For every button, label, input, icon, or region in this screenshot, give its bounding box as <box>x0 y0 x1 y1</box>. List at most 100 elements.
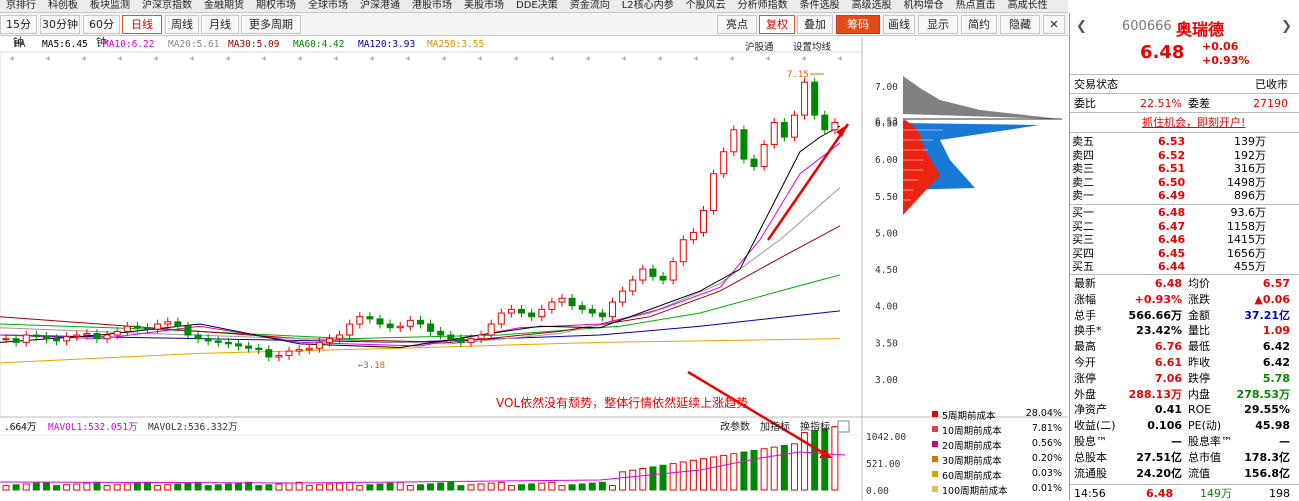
ask-row: 卖二 6.50 1498万 <box>1070 176 1299 190</box>
legend-swatch <box>932 441 938 447</box>
indicator-button[interactable]: 加指标 <box>760 420 790 433</box>
volume-bar <box>811 430 819 491</box>
bid-volume: 1415万 <box>1227 233 1266 246</box>
candle-body <box>194 334 202 340</box>
ask-row: 卖一 6.49 896万 <box>1070 189 1299 203</box>
ask-row: 卖五 6.53 139万 <box>1070 135 1299 149</box>
volume-bar <box>234 482 242 491</box>
candle-body <box>578 305 586 310</box>
menu-item[interactable]: 资金流向 <box>569 0 610 11</box>
draw-line-button[interactable]: 画线 <box>883 15 915 34</box>
prev-stock-icon[interactable]: ❮ <box>1076 19 1087 34</box>
menu-item[interactable]: 机构增仓 <box>903 0 944 11</box>
candle-body <box>639 268 647 281</box>
legend-label: 5周期前成本 <box>942 411 996 422</box>
overlay-button[interactable]: 叠加 <box>797 15 833 34</box>
volume-bar <box>265 484 273 491</box>
event-star-icon: * <box>730 56 735 66</box>
open-account-link[interactable]: 抓住机会，即刻开户! <box>1142 116 1246 129</box>
tab-30min[interactable]: 30分钟 <box>40 15 80 34</box>
display-button[interactable]: 显示 <box>918 15 958 34</box>
tab-monthly[interactable]: 月线 <box>201 15 239 34</box>
event-star-icon: * <box>586 56 591 66</box>
tab-60min[interactable]: 60分钟 <box>83 15 120 49</box>
menu-item[interactable]: 金融期货 <box>204 0 244 11</box>
menu-item[interactable]: 个股风云 <box>685 0 726 11</box>
volume-bar <box>760 448 768 491</box>
tab-more-period[interactable]: 更多周期 <box>241 15 301 34</box>
menu-item[interactable]: 热点直击 <box>955 0 996 11</box>
candle-body <box>265 349 273 358</box>
event-star-icon: * <box>154 56 159 66</box>
chip-button[interactable]: 筹码 <box>836 15 880 34</box>
quote-row: 最新 6.48 均价 6.57 <box>1070 277 1299 291</box>
volume-bar <box>113 484 121 491</box>
legend-value: 0.20% <box>1031 453 1062 464</box>
candle-body <box>679 239 687 263</box>
quote-label: 总市值 <box>1188 450 1221 464</box>
low-price-label: ←3.18 <box>358 361 385 371</box>
highlight-button[interactable]: 亮点 <box>717 15 757 34</box>
indicator-button[interactable]: 换指标 <box>800 420 830 433</box>
menu-item[interactable]: L2核心内参 <box>621 0 674 11</box>
hgt-link[interactable]: 沪股通 <box>745 42 774 53</box>
quote-row: 最高 6.76 最低 6.42 <box>1070 340 1299 354</box>
indicator-button[interactable]: 改参数 <box>720 420 750 433</box>
candle-body <box>22 334 30 343</box>
candle-body <box>113 330 121 336</box>
menu-item[interactable]: 港股市场 <box>412 0 452 11</box>
wb-value: 22.51% <box>1140 97 1182 110</box>
candle-body <box>487 323 495 336</box>
menu-item[interactable]: 分析师指数 <box>737 0 788 11</box>
bid-volume: 1158万 <box>1227 219 1266 233</box>
volume-bar <box>295 481 303 491</box>
menu-item[interactable]: 美股市场 <box>464 0 504 11</box>
candle-body <box>518 308 526 314</box>
volume-bar <box>689 459 697 491</box>
volume-bar <box>204 485 212 491</box>
volume-bar <box>366 484 374 491</box>
volume-bar <box>83 482 91 491</box>
tab-daily[interactable]: 日线 <box>122 15 162 34</box>
volume-bar <box>437 482 445 491</box>
candle-body <box>619 290 627 303</box>
candle-body <box>103 334 111 340</box>
menu-item[interactable]: 科创板 <box>48 0 78 11</box>
event-star-icon: * <box>802 56 807 66</box>
menu-item[interactable]: 条件选股 <box>799 0 840 11</box>
candle-body <box>245 345 253 349</box>
restore-rights-button[interactable]: 复权 <box>759 15 795 34</box>
menu-item[interactable]: 沪深京指数 <box>142 0 192 11</box>
price-change-pct: +0.93% <box>1202 54 1250 67</box>
menu-item[interactable]: 板块监测 <box>90 0 130 11</box>
bid-level-label: 买二 <box>1072 219 1094 233</box>
menu-item[interactable]: DDE决策 <box>516 0 558 11</box>
volume-bar <box>659 464 667 491</box>
next-stock-icon[interactable]: ❯ <box>1281 19 1292 34</box>
legend-label: 20周期前成本 <box>942 441 1002 452</box>
set-ma-button[interactable]: 设置均线 <box>793 42 832 53</box>
tab-weekly[interactable]: 周线 <box>165 15 199 34</box>
quote-value: 0.41 <box>1154 403 1182 417</box>
candle-body <box>42 335 50 340</box>
menu-item[interactable]: 高成长性 <box>1007 0 1048 11</box>
simple-button[interactable]: 简约 <box>961 15 997 34</box>
candle-body <box>376 318 384 325</box>
volume-bar <box>245 481 253 491</box>
tab-15min[interactable]: 15分钟 <box>0 15 37 49</box>
price-axis-label: 6.53 <box>875 116 898 127</box>
hide-button[interactable]: 隐藏 <box>1000 15 1040 34</box>
candle-body <box>32 334 40 337</box>
volume-bar <box>770 446 778 491</box>
menu-item[interactable]: 期权市场 <box>256 0 296 11</box>
bid-price: 6.44 <box>1158 260 1186 273</box>
volume-bar <box>255 485 263 491</box>
volume-bar <box>396 481 404 491</box>
menu-item[interactable]: 全球市场 <box>308 0 348 11</box>
close-icon[interactable]: ✕ <box>1043 15 1065 34</box>
menu-item[interactable]: 沪深港通 <box>360 0 400 11</box>
candle-body <box>53 338 61 342</box>
menu-item[interactable]: 高级选股 <box>851 0 892 11</box>
stock-code: 600666 <box>1122 19 1172 34</box>
menu-item[interactable]: 京排行 <box>6 0 36 11</box>
